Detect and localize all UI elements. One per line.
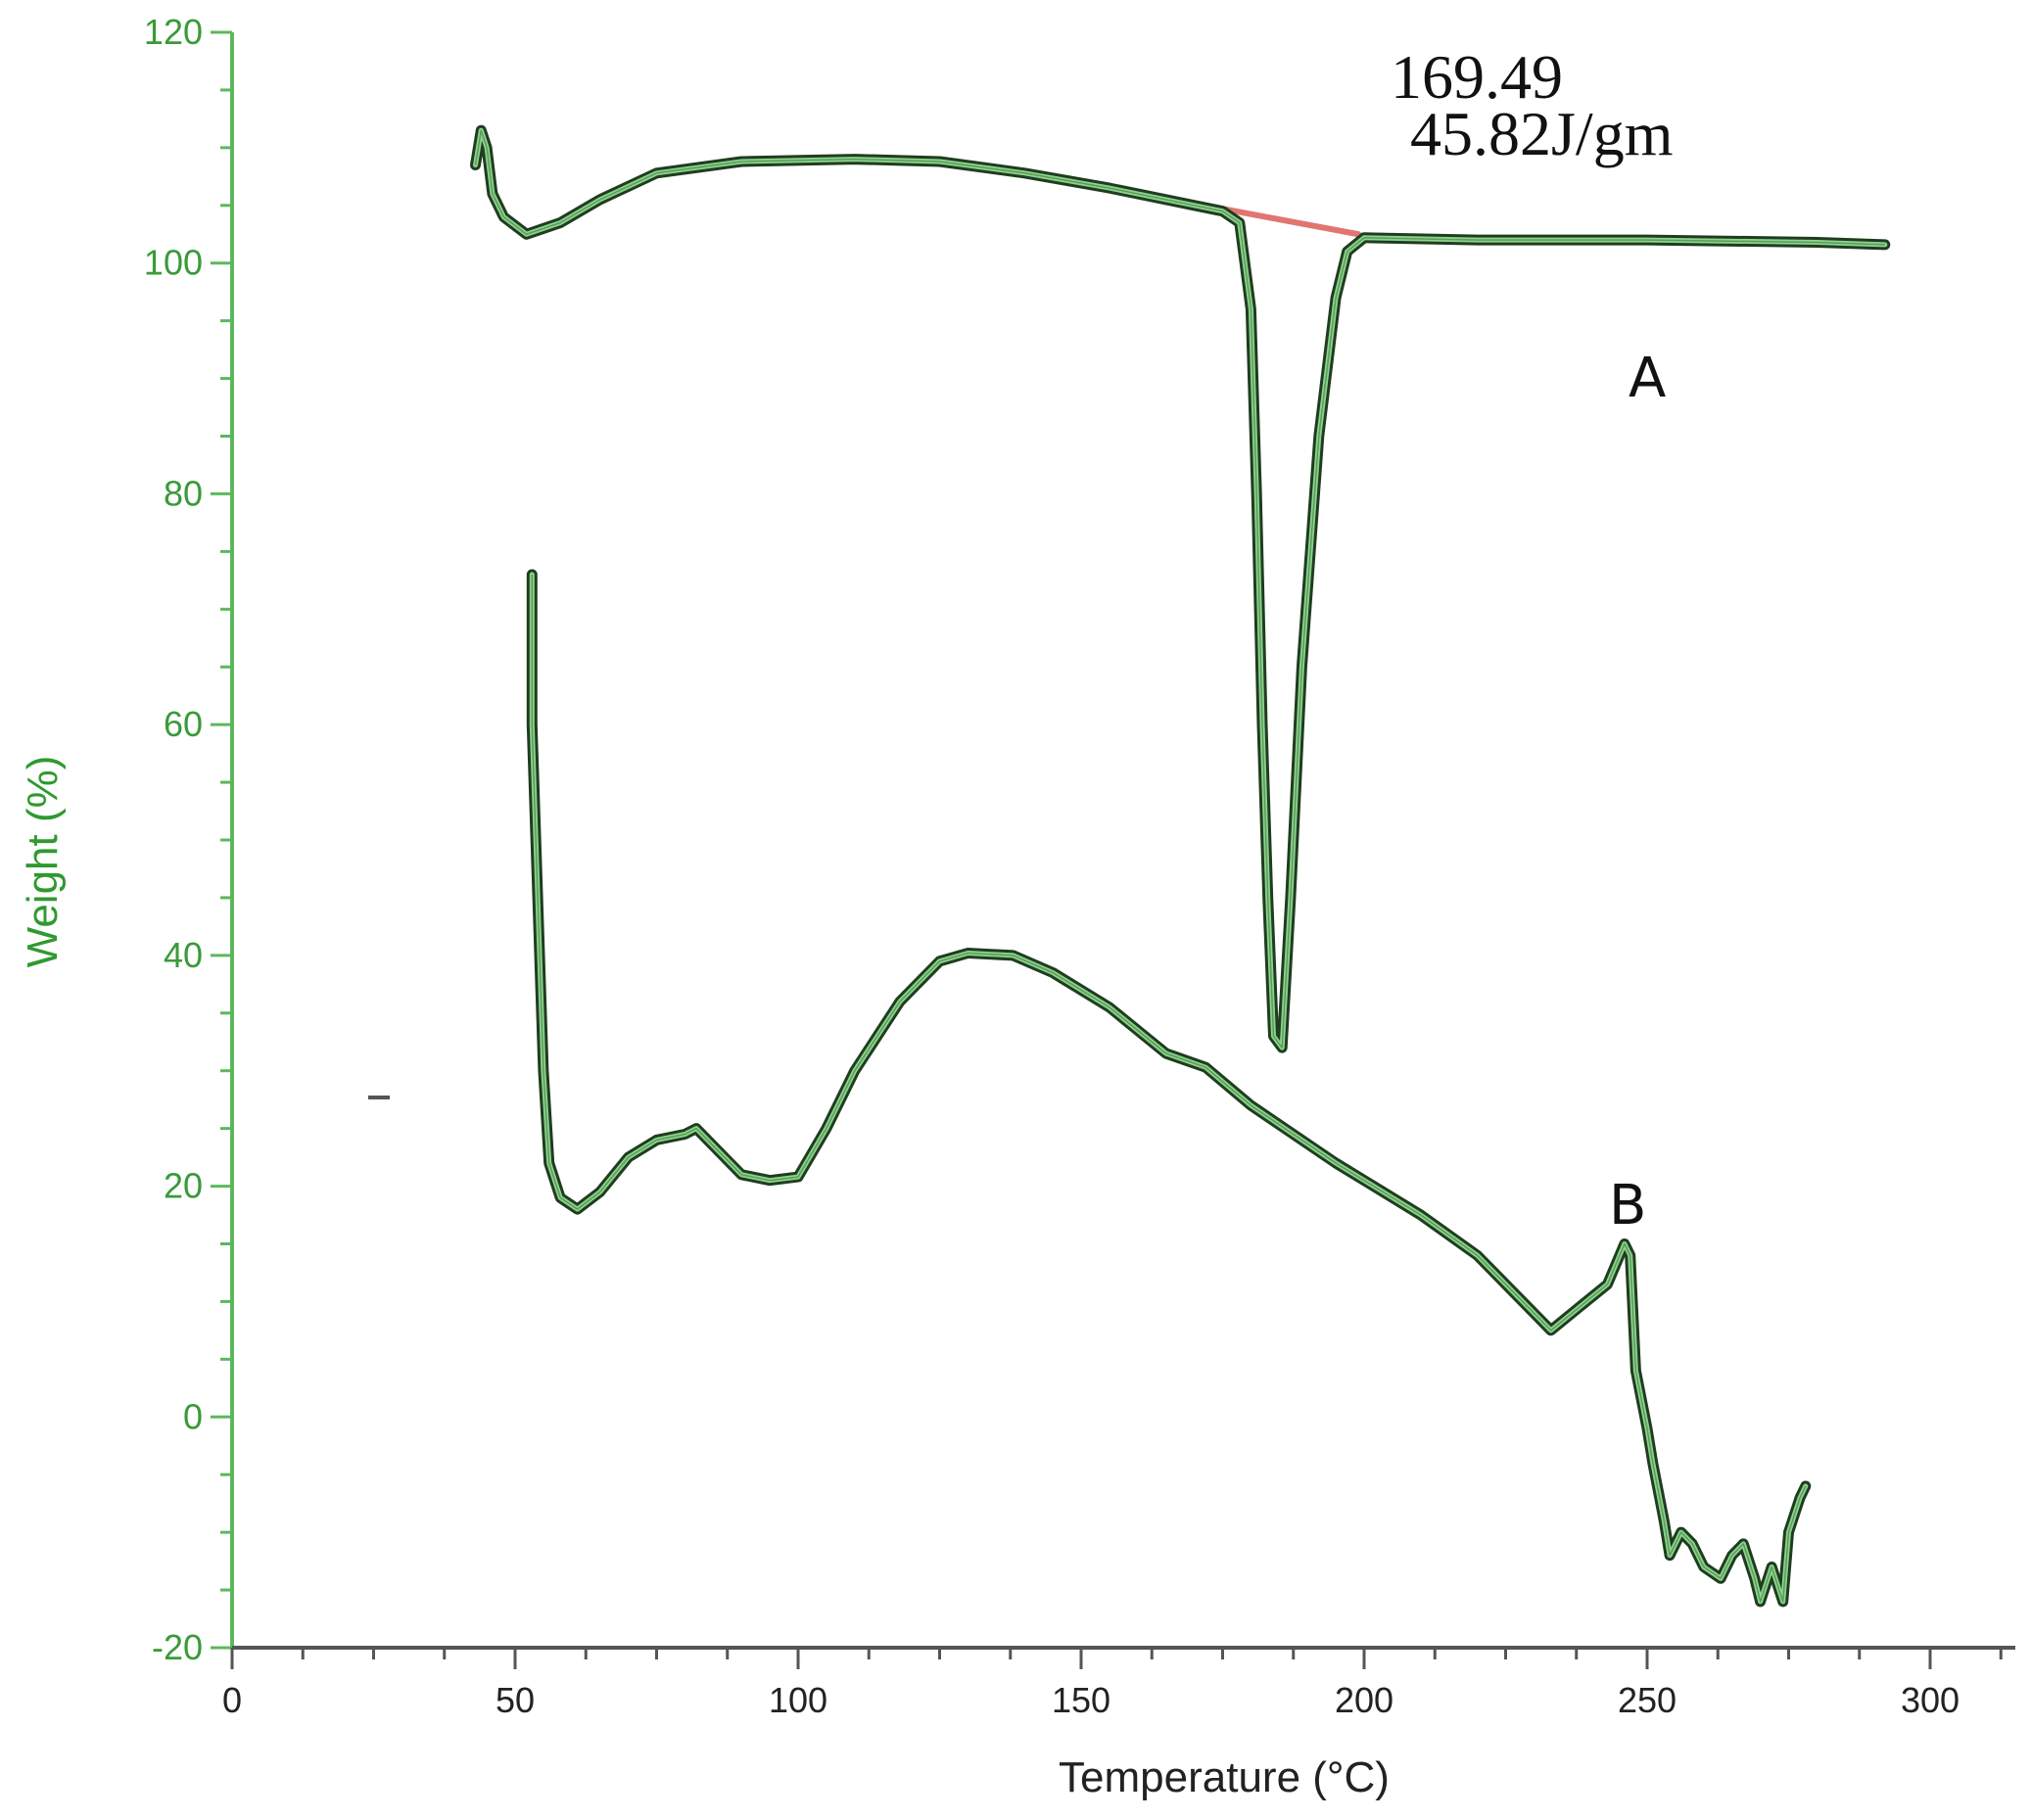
y-tick-label: 120 [144,12,203,52]
series-a [470,124,1891,1053]
y-axis-title: Weight (%) [19,756,67,968]
x-tick-label: 150 [1052,1680,1110,1720]
y-tick-label: 80 [164,473,203,513]
curve-core [473,127,1888,1050]
x-axis: 0 50 100 150 200 250 300 [222,1646,2015,1720]
y-tick-label: -20 [152,1627,203,1667]
x-tick-label: 250 [1618,1680,1677,1720]
curve-outline [470,124,1891,1053]
x-tick-label: 200 [1335,1680,1393,1720]
y-tick-label: 0 [183,1396,203,1436]
y-axis: -20 0 20 40 60 80 100 120 [144,12,234,1667]
x-axis-title: Temperature (°C) [1059,1753,1390,1801]
integration-baseline-line [1213,205,1362,238]
series-layer [470,124,1891,1608]
x-tick-label: 300 [1901,1680,1960,1720]
curve-core [529,572,1809,1605]
y-tick-label: 60 [164,704,203,744]
x-tick-label: 100 [769,1680,827,1720]
y-tick-label: 20 [164,1166,203,1206]
curve-center [474,129,1885,1049]
enthalpy-annotation: 45.82J/gm [1410,99,1673,168]
y-tick-label: 100 [144,243,203,283]
curve-a-label: A [1629,347,1666,410]
x-tick-label: 50 [496,1680,535,1720]
x-tick-label: 0 [222,1680,242,1720]
peak-temperature-annotation: 169.49 [1391,42,1563,112]
y-tick-label: 40 [164,935,203,975]
curve-b-label: B [1609,1174,1646,1237]
integration-baseline [1213,205,1362,238]
series-b [526,569,1812,1608]
curve-outline [526,569,1812,1608]
curve-center [531,574,1807,1603]
